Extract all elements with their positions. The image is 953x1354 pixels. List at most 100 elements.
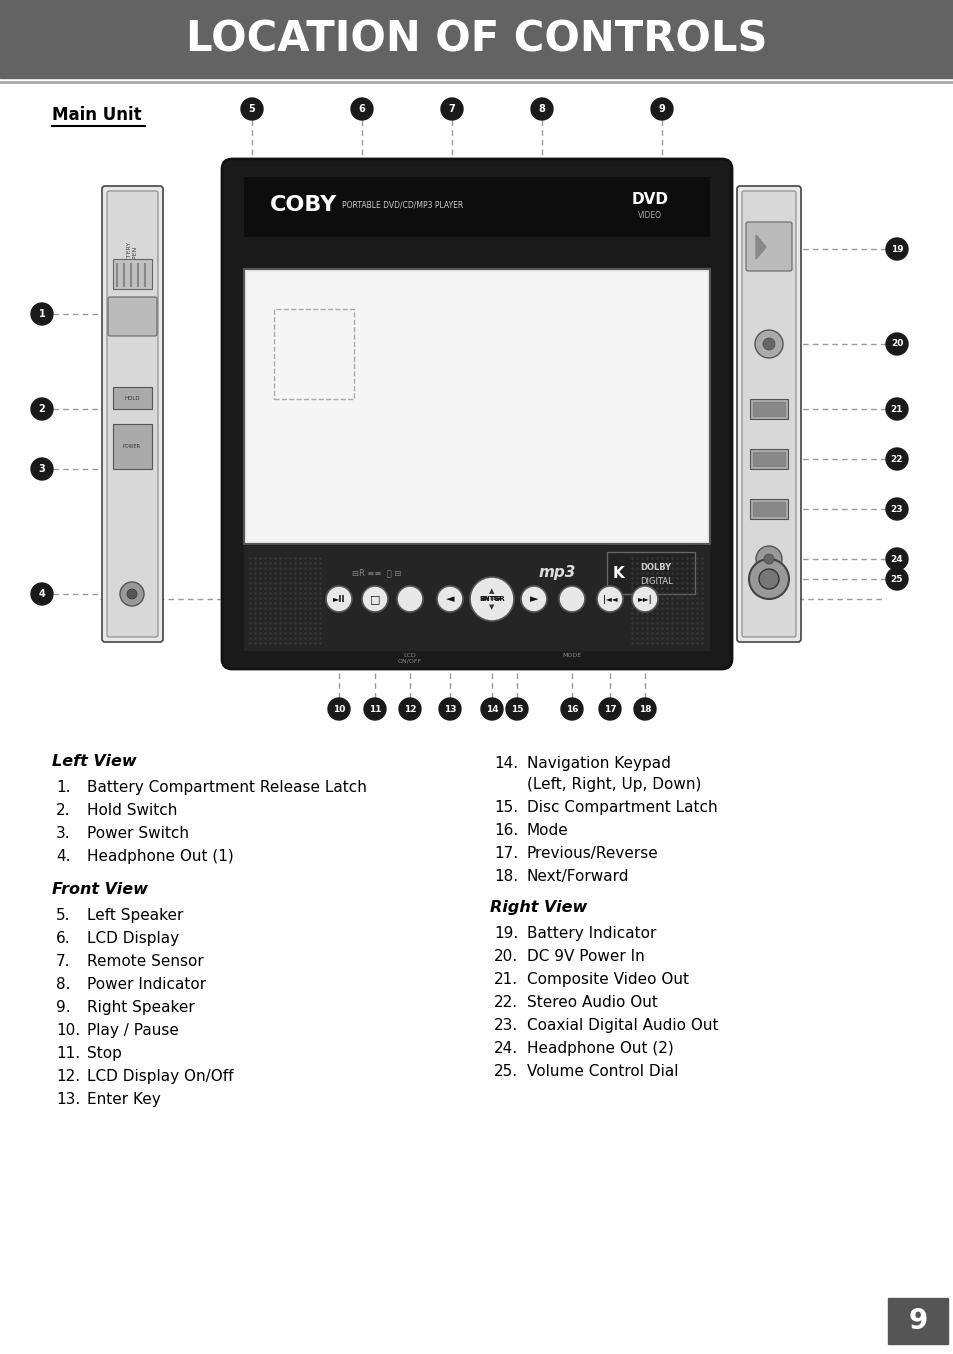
Text: Headphone Out (1): Headphone Out (1)	[87, 849, 233, 864]
Text: Volume Control Dial: Volume Control Dial	[526, 1064, 678, 1079]
Circle shape	[30, 398, 53, 420]
Circle shape	[30, 458, 53, 481]
Bar	[244, 546, 709, 651]
Text: DOLBY: DOLBY	[639, 562, 670, 571]
Circle shape	[351, 97, 373, 121]
Text: HOLD: HOLD	[124, 395, 140, 401]
Text: ⊟R ≡≡  ⏻ ⊟: ⊟R ≡≡ ⏻ ⊟	[352, 569, 401, 578]
Circle shape	[885, 333, 907, 355]
Circle shape	[748, 559, 788, 598]
Circle shape	[885, 567, 907, 590]
Text: 8: 8	[538, 104, 545, 114]
Circle shape	[598, 699, 620, 720]
Text: BATTERY
OPEN: BATTERY OPEN	[126, 241, 137, 268]
Text: 10: 10	[333, 704, 345, 714]
Circle shape	[560, 699, 582, 720]
Bar	[749, 450, 787, 468]
Text: 11.: 11.	[56, 1047, 80, 1062]
Bar	[0, 0, 953, 79]
Circle shape	[520, 586, 546, 612]
FancyBboxPatch shape	[108, 297, 157, 336]
Text: LCD Display On/Off: LCD Display On/Off	[87, 1070, 233, 1085]
Circle shape	[762, 338, 774, 349]
Circle shape	[326, 586, 352, 612]
Text: 14: 14	[485, 704, 497, 714]
Text: 2: 2	[38, 403, 46, 414]
Text: 24: 24	[890, 555, 902, 563]
Bar	[752, 402, 784, 416]
Text: (Left, Right, Up, Down): (Left, Right, Up, Down)	[526, 777, 700, 792]
Circle shape	[396, 586, 422, 612]
Text: Main Unit: Main Unit	[52, 106, 141, 125]
Text: mp3: mp3	[537, 566, 575, 581]
Text: 13.: 13.	[56, 1091, 80, 1108]
Text: LCD Display: LCD Display	[87, 932, 179, 946]
Text: 25.: 25.	[494, 1064, 517, 1079]
Text: 15: 15	[510, 704, 522, 714]
Text: PORTABLE DVD/CD/MP3 PLAYER: PORTABLE DVD/CD/MP3 PLAYER	[341, 200, 463, 210]
Bar	[749, 500, 787, 519]
Text: 22: 22	[890, 455, 902, 463]
Text: 7.: 7.	[56, 955, 71, 969]
Text: 25: 25	[890, 574, 902, 584]
Text: 13: 13	[443, 704, 456, 714]
Bar	[606, 552, 695, 594]
Text: MODE: MODE	[562, 653, 581, 658]
Circle shape	[885, 448, 907, 470]
Text: LCD
ON/OFF: LCD ON/OFF	[397, 653, 421, 663]
Text: 5.: 5.	[56, 909, 71, 923]
Text: 23.: 23.	[494, 1018, 517, 1033]
Text: DIGITAL: DIGITAL	[639, 577, 672, 585]
Text: Mode: Mode	[526, 823, 568, 838]
Text: Previous/Reverse: Previous/Reverse	[526, 846, 659, 861]
Circle shape	[127, 589, 137, 598]
Text: 9.: 9.	[56, 1001, 71, 1016]
Polygon shape	[755, 236, 765, 259]
Text: ►II: ►II	[333, 594, 345, 604]
Text: 23: 23	[890, 505, 902, 513]
Circle shape	[328, 699, 350, 720]
Text: ►: ►	[529, 594, 537, 604]
Text: 8.: 8.	[56, 978, 71, 992]
Bar	[112, 424, 152, 468]
Text: Left Speaker: Left Speaker	[87, 909, 183, 923]
Text: 6: 6	[358, 104, 365, 114]
Text: 11: 11	[369, 704, 381, 714]
Text: Battery Indicator: Battery Indicator	[526, 926, 656, 941]
Text: DVD: DVD	[631, 191, 668, 207]
Circle shape	[650, 97, 672, 121]
Bar	[112, 259, 152, 288]
Circle shape	[631, 586, 658, 612]
Text: Composite Video Out: Composite Video Out	[526, 972, 688, 987]
Text: 7: 7	[448, 104, 455, 114]
Text: Navigation Keypad: Navigation Keypad	[526, 756, 670, 770]
Circle shape	[440, 97, 462, 121]
Circle shape	[436, 586, 462, 612]
Text: Stop: Stop	[87, 1047, 122, 1062]
Text: Right View: Right View	[490, 900, 587, 915]
Text: 1: 1	[38, 309, 46, 320]
Circle shape	[558, 586, 584, 612]
Text: 22.: 22.	[494, 995, 517, 1010]
Text: 17.: 17.	[494, 846, 517, 861]
Text: ◄: ◄	[481, 596, 486, 603]
Circle shape	[634, 699, 656, 720]
Circle shape	[364, 699, 386, 720]
Text: Power Switch: Power Switch	[87, 826, 189, 841]
Circle shape	[885, 548, 907, 570]
Text: Left View: Left View	[52, 754, 136, 769]
Text: ▼: ▼	[489, 604, 495, 611]
Text: 9: 9	[907, 1307, 926, 1335]
Text: DC 9V Power In: DC 9V Power In	[526, 949, 644, 964]
Text: 19.: 19.	[494, 926, 517, 941]
Circle shape	[505, 699, 527, 720]
Text: 5: 5	[249, 104, 255, 114]
Text: 1.: 1.	[56, 780, 71, 795]
Text: 12: 12	[403, 704, 416, 714]
Text: 2.: 2.	[56, 803, 71, 818]
Text: 19: 19	[890, 245, 902, 253]
Text: 20: 20	[890, 340, 902, 348]
Text: COBY: COBY	[270, 195, 337, 215]
Text: Front View: Front View	[52, 881, 148, 896]
Text: |◄◄: |◄◄	[602, 594, 617, 604]
